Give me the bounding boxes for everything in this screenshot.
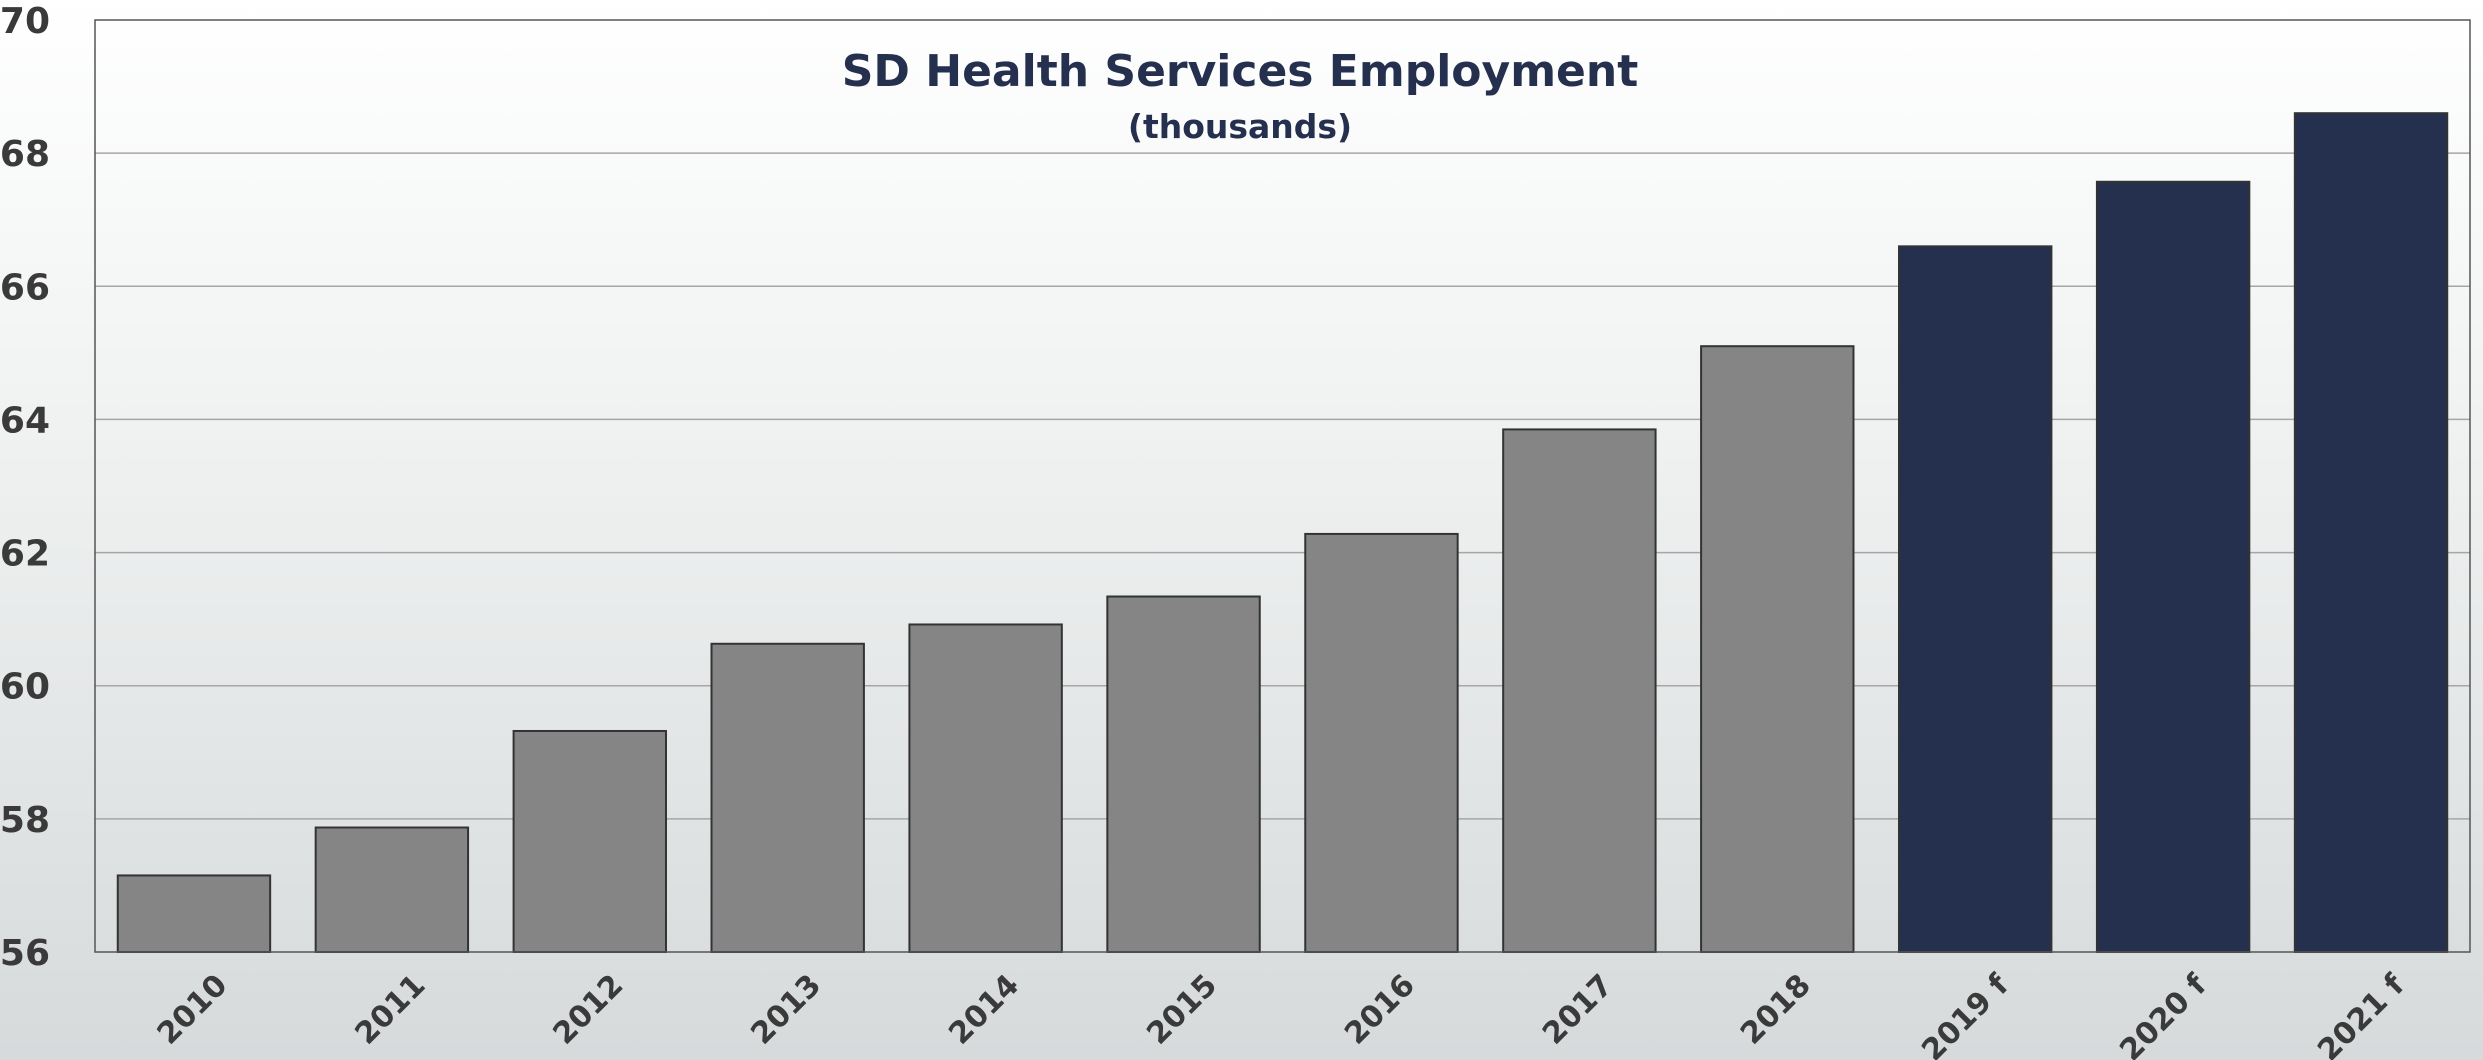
y-tick-label: 64 — [0, 400, 50, 441]
x-tick-label: 2016 — [1338, 968, 1422, 1052]
axes — [94, 19, 2471, 953]
x-tick-label: 2020 f — [2113, 967, 2214, 1060]
bar — [1898, 245, 2053, 954]
bar — [908, 623, 1063, 953]
y-tick-label: 68 — [0, 134, 50, 175]
x-tick-label: 2014 — [942, 968, 1026, 1052]
y-tick-label: 66 — [0, 267, 50, 308]
y-tick-label: 58 — [0, 800, 50, 841]
x-tick-label: 2021 f — [2311, 967, 2412, 1060]
x-tick-label: 2015 — [1140, 968, 1224, 1052]
bar — [1304, 532, 1459, 954]
bar — [1106, 595, 1261, 953]
bar — [2095, 180, 2251, 954]
chart-subtitle: (thousands) — [1128, 107, 1352, 146]
gridlines — [95, 152, 2470, 820]
y-tick-label: 62 — [0, 534, 50, 575]
x-tick-label: 2010 — [151, 968, 235, 1052]
bar — [1502, 428, 1657, 953]
y-tick-label: 56 — [0, 933, 50, 974]
plot-frame — [94, 19, 2471, 953]
bar — [1700, 345, 1855, 953]
x-tick-label: 2017 — [1536, 968, 1620, 1052]
chart-title: SD Health Services Employment — [842, 46, 1639, 97]
y-tick-labels: 56 58 60 62 64 66 68 70 — [0, 1, 50, 974]
bar — [2293, 112, 2449, 953]
x-tick-label: 2013 — [744, 968, 828, 1052]
x-tick-label: 2011 — [349, 968, 433, 1052]
bar — [512, 729, 667, 953]
y-tick-label: 60 — [0, 667, 50, 708]
bar — [314, 826, 470, 953]
x-tick-label: 2019 f — [1915, 967, 2016, 1060]
x-tick-label: 2018 — [1734, 968, 1818, 1052]
bar — [710, 642, 865, 953]
bars — [116, 112, 2449, 954]
x-tick-label: 2012 — [547, 968, 631, 1052]
y-tick-label: 70 — [0, 1, 50, 42]
bar — [116, 874, 272, 954]
x-tick-labels: 2010 2011 2012 2013 2014 2015 2016 2017 2018 2019… — [151, 967, 2413, 1060]
